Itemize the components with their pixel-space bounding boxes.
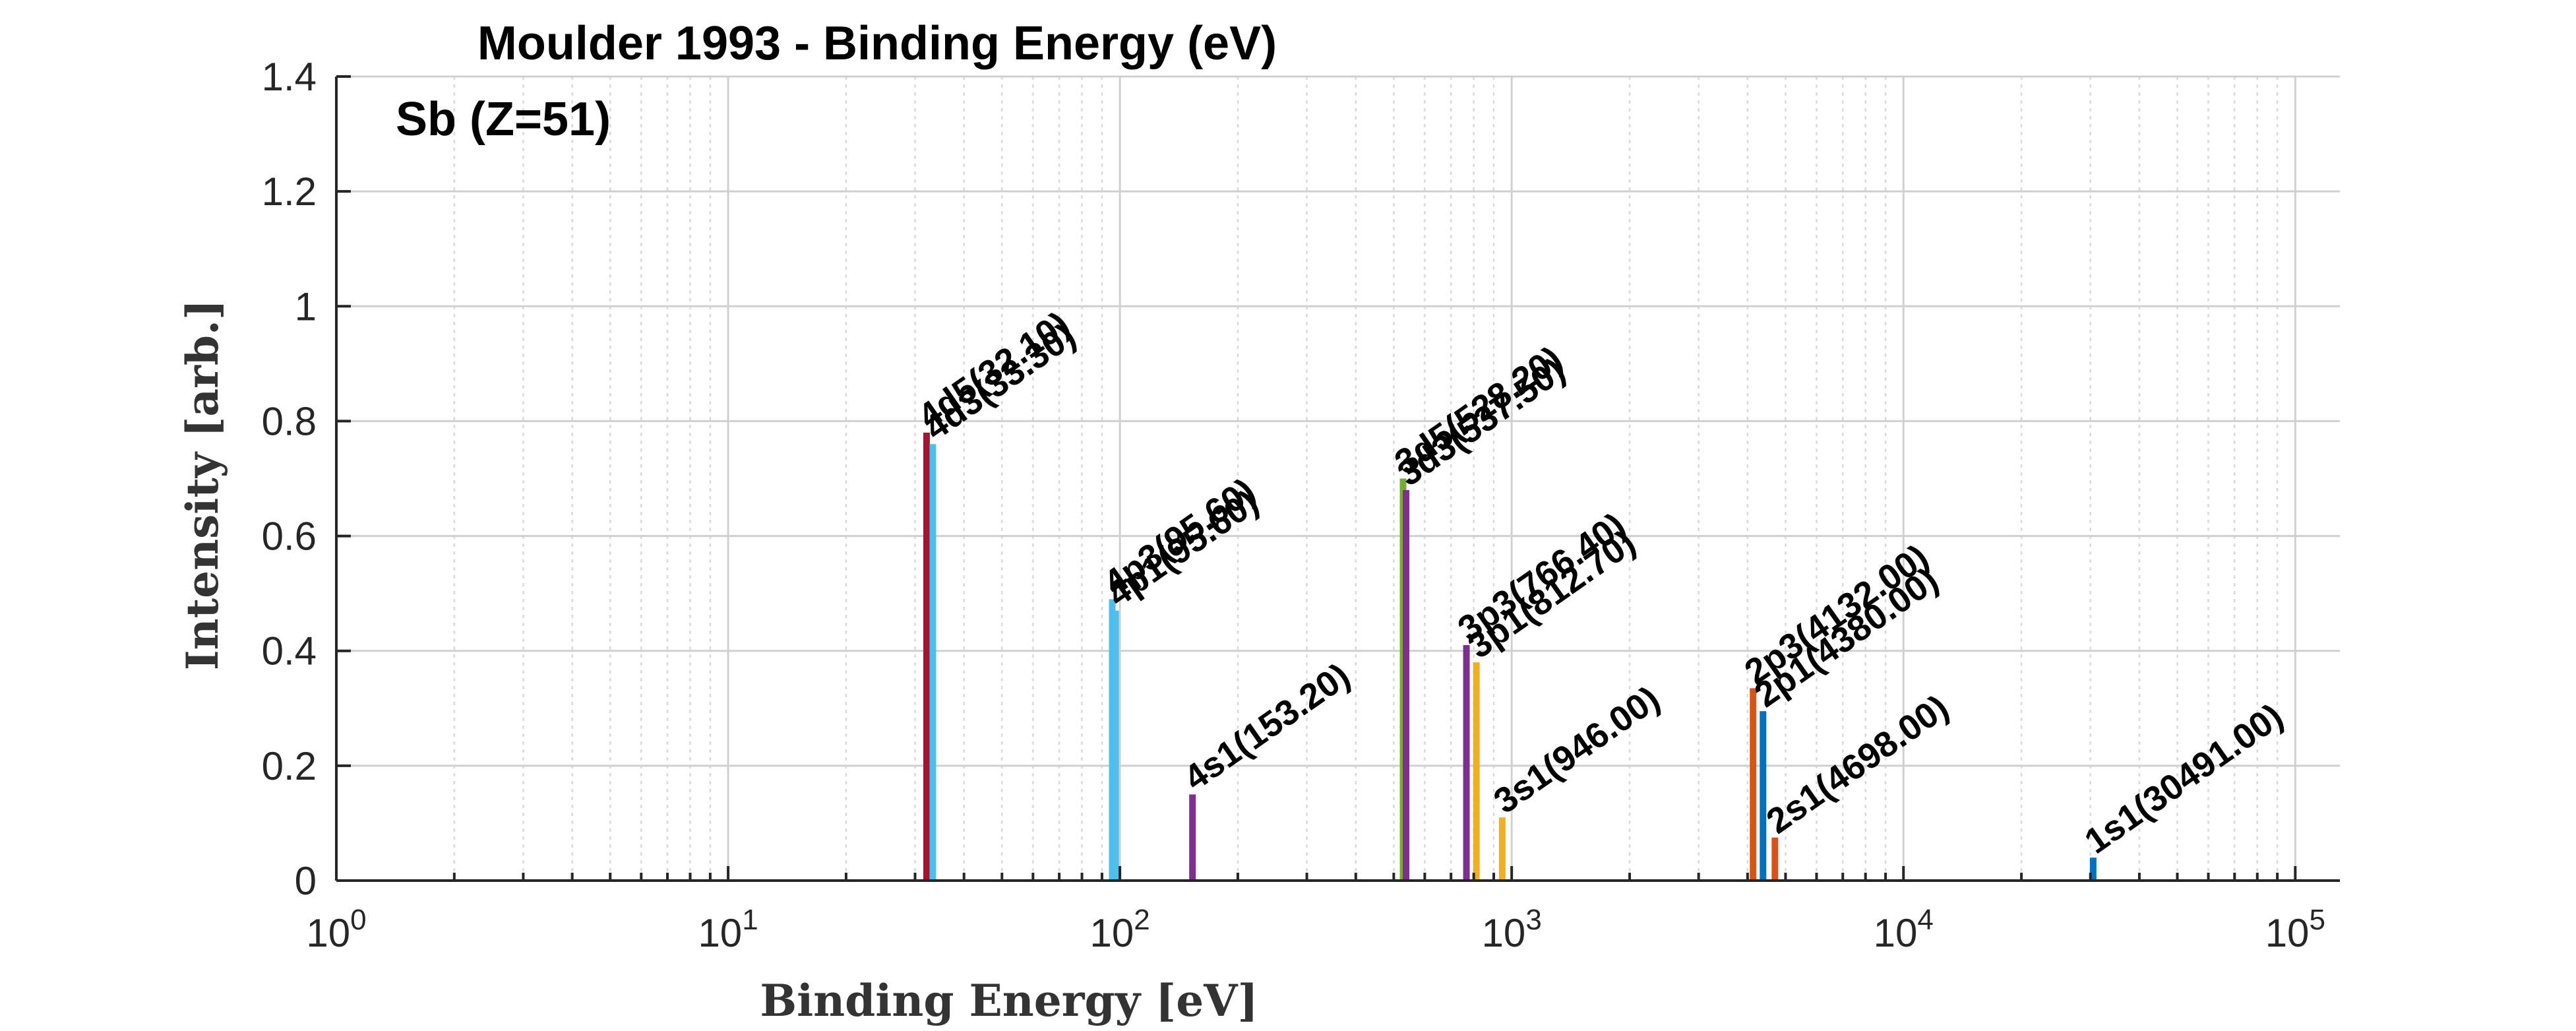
x-tick-label: 100 [306, 904, 366, 955]
peak-bar [1771, 837, 1779, 881]
grid [335, 75, 2340, 882]
peak-bar [1403, 489, 1410, 881]
y-tick-label: 1.4 [262, 55, 317, 99]
x-tick-label: 104 [1874, 904, 1934, 955]
peak-bar [1189, 794, 1196, 881]
y-tick-label: 0 [295, 859, 317, 903]
peak-bar [1463, 645, 1470, 881]
chart-title: Moulder 1993 - Binding Energy (eV) [477, 17, 1277, 70]
y-tick-label: 0.2 [262, 744, 317, 788]
peak-bars [923, 432, 2097, 881]
peak-bar [1109, 599, 1116, 881]
peak-bar [2089, 858, 2097, 881]
y-tick-label: 0.8 [262, 399, 317, 443]
x-tick-label: 105 [2265, 904, 2325, 955]
y-tick-label: 0.4 [262, 629, 317, 673]
peak-bar [923, 432, 930, 881]
y-tick-label: 0.6 [262, 515, 317, 559]
peak-bar [1473, 662, 1480, 881]
x-tick-label: 101 [698, 904, 758, 955]
y-tick-label: 1 [295, 284, 317, 328]
axes: 100 101 102 103 104 105 0 0.2 0.4 0.6 0.8 1 1.2 1.4 [262, 55, 2340, 955]
y-axis-label: Intensity [arb.] [177, 299, 228, 670]
peak-bar [1498, 817, 1506, 881]
peak-bar [1750, 688, 1757, 881]
element-annotation: Sb (Z=51) [396, 93, 611, 146]
peak-bar [929, 444, 936, 881]
peak-bar [1760, 711, 1767, 881]
x-axis-label: Binding Energy [eV] [760, 975, 1258, 1026]
peak-bar [1112, 610, 1119, 881]
x-tick-label: 102 [1090, 904, 1150, 955]
x-tick-label: 103 [1482, 904, 1542, 955]
y-tick-label: 1.2 [262, 170, 317, 214]
